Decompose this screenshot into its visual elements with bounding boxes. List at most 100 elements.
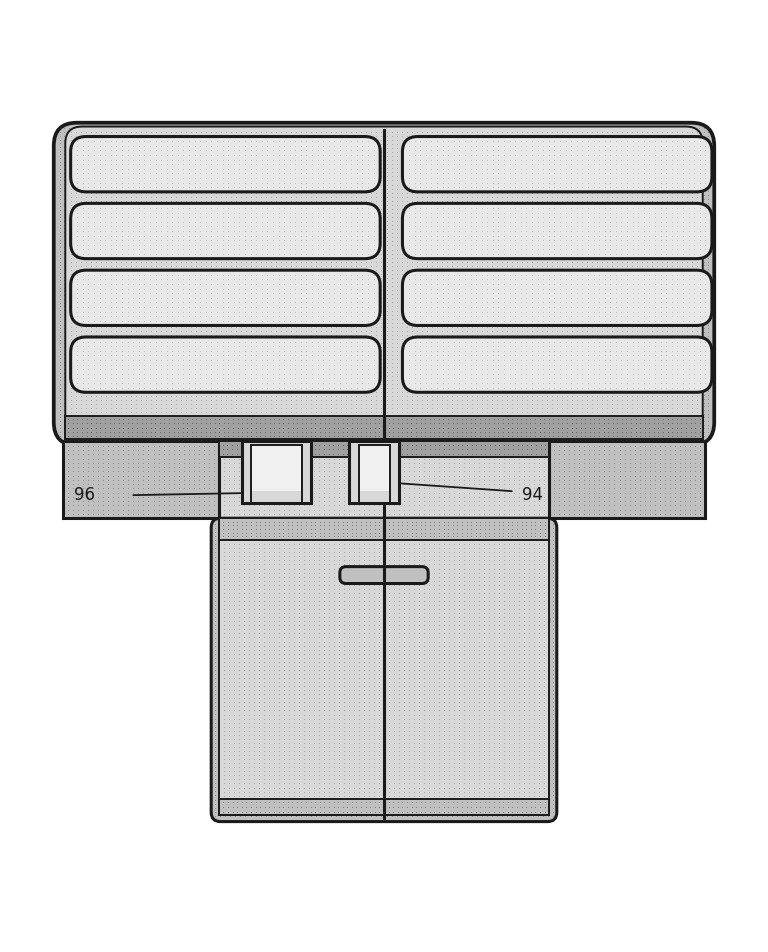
Point [205, 308, 217, 324]
Point [278, 528, 290, 544]
Point [643, 313, 655, 328]
Point [611, 166, 623, 181]
Point [346, 409, 358, 425]
Point [234, 711, 247, 726]
Point [313, 518, 326, 533]
Point [295, 719, 307, 734]
Point [209, 280, 221, 295]
Point [312, 228, 324, 243]
Point [239, 242, 251, 257]
Point [631, 226, 643, 241]
Point [356, 242, 369, 257]
Point [441, 327, 453, 343]
Point [636, 324, 648, 339]
Point [453, 446, 465, 462]
Point [110, 181, 122, 196]
Point [428, 691, 440, 706]
Point [358, 472, 370, 487]
Point [563, 451, 575, 466]
Point [411, 756, 423, 771]
Point [260, 385, 273, 400]
Point [547, 232, 559, 248]
Point [325, 152, 337, 168]
Point [150, 385, 162, 400]
Point [652, 416, 664, 431]
Point [396, 783, 408, 799]
Point [267, 751, 280, 766]
Point [684, 135, 696, 150]
Point [283, 760, 295, 775]
Point [606, 380, 618, 395]
Point [430, 279, 442, 294]
Point [237, 384, 249, 399]
Point [610, 334, 622, 349]
Point [481, 124, 493, 139]
Point [443, 502, 455, 517]
Point [521, 699, 534, 714]
Point [273, 150, 285, 166]
Point [257, 541, 270, 556]
Point [543, 242, 555, 257]
Point [63, 384, 75, 399]
Point [425, 334, 438, 349]
Point [300, 387, 313, 403]
Point [684, 493, 697, 508]
Point [244, 719, 257, 734]
Point [396, 598, 408, 613]
Point [621, 237, 633, 252]
Point [54, 339, 66, 354]
Point [310, 254, 322, 269]
Point [621, 189, 633, 205]
Point [420, 132, 432, 148]
Point [219, 760, 231, 775]
Point [111, 148, 123, 163]
Point [400, 368, 412, 384]
Point [300, 156, 313, 171]
Point [323, 585, 335, 601]
Point [388, 565, 400, 580]
Point [360, 222, 372, 237]
Point [515, 271, 527, 287]
Point [133, 339, 145, 354]
Point [611, 376, 623, 391]
Point [411, 674, 423, 689]
Point [531, 156, 544, 171]
Point [445, 246, 458, 261]
Point [463, 593, 475, 608]
Point [359, 209, 372, 225]
Point [108, 143, 121, 158]
Point [318, 489, 330, 505]
Point [521, 703, 534, 718]
Point [217, 237, 229, 252]
Point [250, 209, 263, 225]
Point [446, 630, 458, 645]
Point [118, 258, 130, 273]
Point [506, 727, 518, 743]
Point [99, 372, 111, 387]
Point [68, 366, 80, 381]
Point [315, 760, 327, 775]
Point [679, 258, 691, 273]
Point [644, 347, 656, 363]
Point [110, 372, 122, 387]
Point [150, 313, 162, 328]
Point [547, 670, 559, 685]
Point [296, 369, 308, 385]
Point [188, 138, 200, 153]
Point [219, 593, 231, 608]
Point [689, 472, 701, 487]
Point [243, 525, 255, 540]
Point [461, 140, 473, 155]
Point [280, 537, 292, 552]
Point [155, 351, 167, 367]
Point [264, 796, 276, 811]
Point [140, 299, 152, 314]
Point [333, 135, 345, 150]
Point [432, 317, 445, 332]
Point [315, 267, 327, 282]
Point [108, 125, 121, 140]
Point [63, 276, 75, 291]
Point [285, 287, 297, 302]
Point [71, 357, 84, 372]
Point [130, 267, 142, 282]
